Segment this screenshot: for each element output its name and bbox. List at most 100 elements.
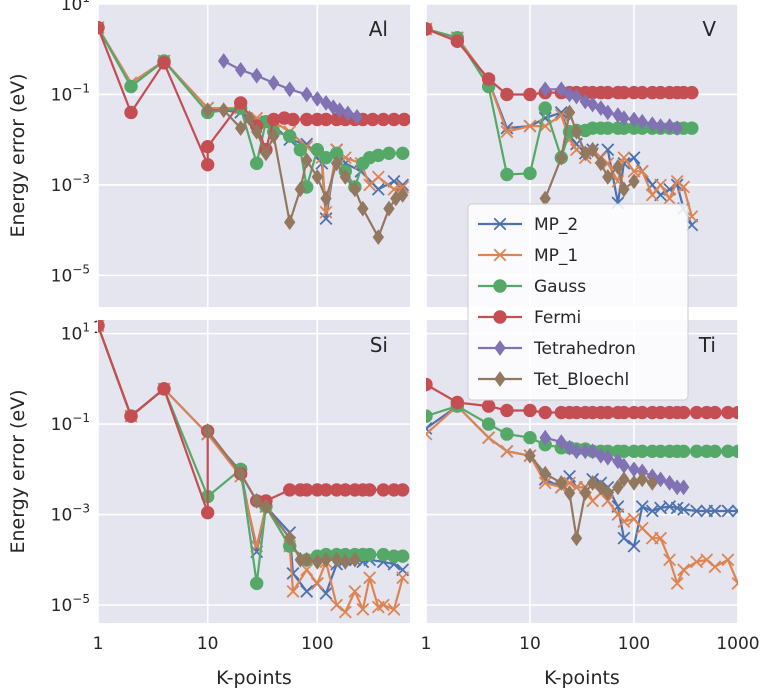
data-point-tetrahedron bbox=[663, 475, 676, 491]
data-point-tet-bloechl bbox=[494, 371, 506, 387]
data-point-fermi bbox=[233, 96, 248, 110]
data-point-tet-bloechl bbox=[586, 141, 599, 158]
data-point-tet-bloechl bbox=[636, 471, 648, 488]
series-gauss bbox=[98, 20, 410, 194]
data-point-tetrahedron bbox=[612, 107, 624, 123]
y-tick-label: 10−1 bbox=[51, 411, 90, 435]
data-point-tet-bloechl bbox=[339, 169, 352, 185]
legend-entry-fermi: Fermi bbox=[478, 308, 581, 328]
data-point-mp-1 bbox=[677, 180, 691, 194]
data-point-tetrahedron bbox=[646, 116, 659, 133]
series-tetrahedron bbox=[539, 429, 690, 496]
data-point-gauss bbox=[500, 167, 514, 182]
y-tick-label: 101 bbox=[61, 0, 90, 15]
y-axis-label: Energy error (eV) bbox=[7, 73, 29, 237]
data-point-tet-bloechl bbox=[201, 423, 214, 439]
data-point-tetrahedron bbox=[311, 90, 324, 107]
data-point-mp-1 bbox=[670, 576, 684, 590]
data-point-gauss bbox=[731, 444, 738, 459]
data-point-tetrahedron bbox=[342, 105, 354, 122]
x-axis-label: K-points bbox=[544, 667, 620, 689]
legend: MP_2 MP_1 Gauss Fermi Tetrahedron Tet_Bloechl bbox=[467, 203, 689, 401]
data-point-tet-bloechl bbox=[251, 123, 263, 140]
data-point-mp-2 bbox=[708, 504, 722, 518]
data-point-gauss bbox=[310, 143, 325, 157]
data-point-tet-bloechl bbox=[267, 128, 280, 144]
data-point-fermi bbox=[481, 72, 496, 86]
data-point-mp-1 bbox=[635, 521, 649, 535]
data-point-mp-2 bbox=[493, 217, 507, 231]
data-point-mp-1 bbox=[482, 431, 496, 445]
data-point-mp-2 bbox=[721, 504, 735, 518]
legend-label: Tetrahedron bbox=[533, 339, 636, 359]
data-point-mp-1 bbox=[387, 182, 401, 196]
data-point-tetrahedron bbox=[586, 96, 599, 113]
data-point-tet-bloechl bbox=[602, 169, 614, 185]
series-fermi bbox=[426, 377, 738, 420]
data-point-mp-2 bbox=[554, 106, 568, 119]
data-point-tetrahedron bbox=[267, 75, 280, 91]
data-point-mp-1 bbox=[731, 576, 738, 590]
data-point-fermi bbox=[395, 483, 410, 497]
panel-title: Al bbox=[369, 17, 388, 41]
data-point-mp-2 bbox=[319, 587, 333, 600]
data-point-mp-1 bbox=[677, 563, 691, 577]
data-point-mp-1 bbox=[500, 125, 514, 139]
data-point-tetrahedron bbox=[595, 100, 607, 116]
data-point-fermi bbox=[426, 22, 433, 36]
x-tick-label: 10 bbox=[197, 634, 219, 654]
y-tick-label: 10−1 bbox=[51, 81, 90, 105]
data-point-tetrahedron bbox=[570, 443, 583, 460]
data-point-tet-bloechl bbox=[294, 181, 307, 198]
legend-frame bbox=[467, 203, 689, 401]
data-point-tet-bloechl bbox=[234, 465, 247, 482]
data-point-gauss bbox=[500, 427, 514, 441]
series-tetrahedron bbox=[539, 81, 683, 137]
data-point-mp-1 bbox=[617, 515, 631, 528]
data-point-tetrahedron bbox=[539, 81, 551, 98]
data-point-gauss bbox=[395, 549, 410, 563]
data-point-tet-bloechl bbox=[284, 214, 296, 231]
data-point-mp-1 bbox=[493, 248, 507, 262]
data-point-tet-bloechl bbox=[539, 465, 551, 482]
legend-entry-tet-bloechl: Tet_Bloechl bbox=[478, 370, 629, 390]
legend-entry-gauss: Gauss bbox=[478, 277, 586, 297]
y-tick-label: 10−3 bbox=[51, 172, 90, 196]
data-point-tet-bloechl bbox=[357, 200, 369, 217]
data-point-tetrahedron bbox=[595, 447, 607, 464]
data-point-mp-2 bbox=[319, 212, 333, 226]
data-point-tetrahedron bbox=[539, 429, 551, 446]
data-point-gauss bbox=[362, 547, 377, 562]
y-axis-label: Energy error (eV) bbox=[7, 389, 29, 553]
data-point-tet-bloechl bbox=[349, 551, 361, 568]
data-point-tet-bloechl bbox=[349, 181, 361, 198]
data-point-tet-bloechl bbox=[595, 155, 607, 172]
data-point-tet-bloechl bbox=[301, 551, 313, 568]
data-point-tetrahedron bbox=[494, 340, 506, 356]
x-tick-label: 10 bbox=[519, 634, 541, 654]
data-point-tetrahedron bbox=[284, 81, 296, 98]
data-point-mp-1 bbox=[663, 192, 677, 205]
series-tet-bloechl bbox=[539, 104, 640, 207]
data-point-mp-2 bbox=[627, 539, 641, 553]
data-point-gauss bbox=[293, 143, 308, 157]
legend-entry-tetrahedron: Tetrahedron bbox=[478, 339, 636, 359]
data-point-mp-1 bbox=[356, 602, 370, 616]
data-point-mp-1 bbox=[319, 205, 333, 219]
data-point-fermi bbox=[157, 382, 171, 396]
y-tick-label: 10−3 bbox=[51, 502, 90, 526]
data-point-tetrahedron bbox=[555, 81, 568, 98]
data-point-mp-1 bbox=[538, 476, 552, 490]
data-point-mp-1 bbox=[617, 151, 631, 165]
data-point-fermi bbox=[500, 403, 514, 418]
data-point-mp-2 bbox=[617, 531, 631, 545]
data-point-mp-1 bbox=[338, 605, 352, 619]
data-point-mp-1 bbox=[371, 170, 385, 184]
data-point-fermi bbox=[200, 505, 215, 520]
data-point-mp-1 bbox=[601, 494, 615, 508]
data-point-tet-bloechl bbox=[301, 152, 313, 169]
data-point-tet-bloechl bbox=[320, 551, 332, 568]
series-tet-bloechl bbox=[201, 102, 409, 246]
panel-title: Ti bbox=[698, 333, 716, 357]
data-point-mp-1 bbox=[500, 444, 514, 458]
